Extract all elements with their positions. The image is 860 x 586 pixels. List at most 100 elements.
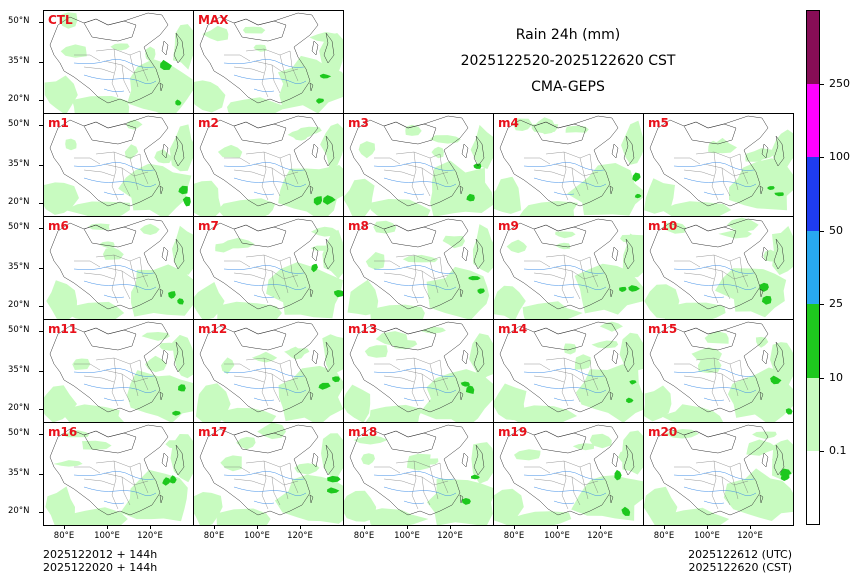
- init-time-cst: 2025122020 + 144h: [43, 561, 158, 574]
- map-panel: m5: [643, 113, 794, 217]
- latitude-tick-label: 50°N: [8, 428, 30, 438]
- latitude-tick-label: 50°N: [8, 119, 30, 129]
- colorbar-segment: [806, 451, 820, 526]
- colorbar-tick: [820, 230, 824, 232]
- map-panel: m19: [493, 422, 644, 526]
- colorbar-segment: [806, 304, 820, 379]
- map-panel: m11: [43, 319, 194, 423]
- latitude-tick-label: 35°N: [8, 56, 30, 66]
- longitude-tick-label: 100°E: [244, 531, 270, 541]
- longitude-tick-label: 80°E: [653, 531, 675, 541]
- panel-label: m10: [648, 219, 678, 233]
- latitude-tick: [39, 512, 43, 513]
- longitude-tick-label: 100°E: [94, 531, 120, 541]
- colorbar-tick: [820, 157, 824, 159]
- init-time-utc: 2025122012 + 144h: [43, 548, 158, 561]
- map-field: [344, 115, 493, 216]
- latitude-tick: [39, 165, 43, 166]
- latitude-tick-label: 35°N: [8, 159, 30, 169]
- latitude-tick-label: 50°N: [8, 16, 30, 26]
- latitude-tick: [39, 62, 43, 63]
- longitude-tick: [450, 525, 451, 529]
- panel-label: m16: [48, 425, 78, 439]
- latitude-tick: [39, 125, 43, 126]
- colorbar-level-label: 100: [829, 150, 850, 164]
- panel-label: m14: [498, 322, 528, 336]
- map-panel: CTL: [43, 10, 194, 114]
- panel-label: m9: [498, 219, 519, 233]
- map-panel: m7: [193, 216, 344, 320]
- panel-label: m11: [48, 322, 78, 336]
- colorbar-level-label: 50: [829, 223, 843, 237]
- map-panel: m18: [343, 422, 494, 526]
- longitude-tick-label: 120°E: [287, 531, 313, 541]
- map-panel: m9: [493, 216, 644, 320]
- map-panel: m1: [43, 113, 194, 217]
- panel-label: m15: [648, 322, 678, 336]
- latitude-tick-label: 35°N: [8, 262, 30, 272]
- colorbar-level-label: 25: [829, 297, 843, 311]
- valid-time-cst: 2025122620 (CST): [688, 561, 792, 574]
- latitude-tick: [39, 228, 43, 229]
- latitude-tick-label: 35°N: [8, 468, 30, 478]
- panel-label: MAX: [198, 13, 229, 27]
- longitude-tick-label: 120°E: [137, 531, 163, 541]
- latitude-tick: [39, 268, 43, 269]
- longitude-tick-label: 120°E: [737, 531, 763, 541]
- map-panel: m14: [493, 319, 644, 423]
- map-field: [494, 115, 643, 216]
- map-panel: m4: [493, 113, 644, 217]
- panel-label: m1: [48, 116, 69, 130]
- latitude-tick: [39, 409, 43, 410]
- longitude-tick: [364, 525, 365, 529]
- latitude-tick: [39, 474, 43, 475]
- title-variable: Rain 24h (mm): [515, 27, 621, 43]
- longitude-tick-label: 100°E: [544, 531, 570, 541]
- map-field: [494, 424, 643, 525]
- map-panel: MAX: [193, 10, 344, 114]
- panel-label: m6: [48, 219, 69, 233]
- latitude-tick: [39, 22, 43, 23]
- map-field: [644, 115, 793, 216]
- latitude-tick: [39, 203, 43, 204]
- colorbar-tick: [820, 451, 824, 453]
- longitude-tick: [64, 525, 65, 529]
- longitude-tick: [600, 525, 601, 529]
- latitude-tick-label: 20°N: [8, 94, 30, 104]
- colorbar-segment: [806, 10, 820, 85]
- panel-label: m3: [348, 116, 369, 130]
- latitude-tick-label: 35°N: [8, 365, 30, 375]
- colorbar-segment: [806, 83, 820, 158]
- latitude-tick-label: 50°N: [8, 222, 30, 232]
- colorbar-segment: [806, 230, 820, 305]
- longitude-tick-label: 80°E: [203, 531, 225, 541]
- map-field: [44, 321, 193, 422]
- latitude-tick: [39, 100, 43, 101]
- map-panel: m8: [343, 216, 494, 320]
- colorbar-segment: [806, 157, 820, 232]
- map-field: [344, 321, 493, 422]
- panel-label: CTL: [48, 13, 73, 27]
- map-panel: m16: [43, 422, 194, 526]
- map-field: [644, 321, 793, 422]
- map-field: [344, 424, 493, 525]
- map-field: [494, 321, 643, 422]
- latitude-tick: [39, 434, 43, 435]
- colorbar-level-label: 250: [829, 76, 850, 90]
- map-panel: m13: [343, 319, 494, 423]
- panel-label: m20: [648, 425, 678, 439]
- longitude-tick: [300, 525, 301, 529]
- colorbar-level-label: 10: [829, 370, 843, 384]
- map-panel: m2: [193, 113, 344, 217]
- latitude-tick: [39, 371, 43, 372]
- map-field: [194, 12, 343, 113]
- longitude-tick-label: 120°E: [437, 531, 463, 541]
- longitude-tick: [707, 525, 708, 529]
- panel-label: m12: [198, 322, 228, 336]
- panel-label: m7: [198, 219, 219, 233]
- map-panel: m20: [643, 422, 794, 526]
- panel-label: m2: [198, 116, 219, 130]
- map-panel: m17: [193, 422, 344, 526]
- colorbar-level-label: 0.1: [829, 444, 847, 458]
- longitude-tick-label: 100°E: [394, 531, 420, 541]
